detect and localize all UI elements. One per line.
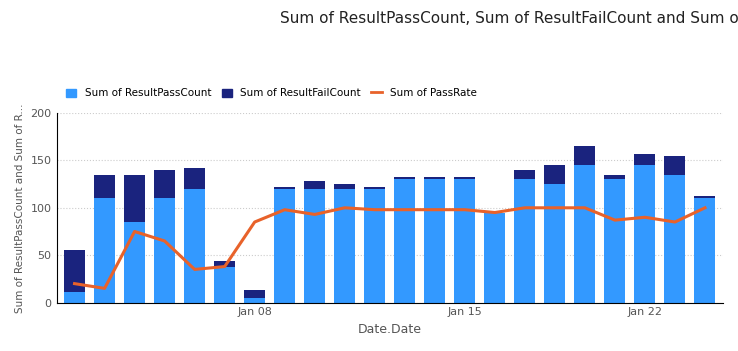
Bar [455, 178, 475, 179]
Bar [304, 181, 325, 189]
Bar [635, 165, 655, 303]
Bar [514, 170, 535, 179]
Bar [94, 174, 115, 198]
Bar [64, 292, 85, 303]
Bar [304, 189, 325, 303]
Bar [94, 198, 115, 303]
Bar [574, 146, 596, 165]
Bar [124, 222, 145, 303]
Bar [664, 174, 686, 303]
Legend: Sum of ResultPassCount, Sum of ResultFailCount, Sum of PassRate: Sum of ResultPassCount, Sum of ResultFai… [62, 84, 481, 102]
Bar [334, 184, 355, 189]
Bar [694, 197, 716, 198]
Bar [574, 165, 596, 303]
Bar [394, 178, 415, 179]
Bar [394, 179, 415, 303]
X-axis label: Date.Date: Date.Date [358, 323, 422, 336]
Text: Sum of ResultPassCount, Sum of ResultFailCount and Sum of PassRate by Date.Date: Sum of ResultPassCount, Sum of ResultFai… [280, 11, 738, 26]
Bar [664, 155, 686, 174]
Bar [545, 184, 565, 303]
Bar [244, 290, 265, 298]
Bar [484, 213, 506, 303]
Bar [604, 174, 625, 179]
Bar [455, 179, 475, 303]
Bar [275, 189, 295, 303]
Bar [154, 198, 175, 303]
Bar [514, 179, 535, 303]
Bar [334, 189, 355, 303]
Bar [365, 187, 385, 189]
Bar [424, 178, 445, 179]
Bar [635, 154, 655, 165]
Bar [545, 165, 565, 184]
Bar [244, 298, 265, 303]
Bar [694, 198, 716, 303]
Bar [184, 168, 205, 189]
Y-axis label: Sum of ResultPassCount and Sum of R...: Sum of ResultPassCount and Sum of R... [15, 103, 25, 312]
Bar [184, 189, 205, 303]
Bar [214, 266, 235, 303]
Bar [365, 189, 385, 303]
Bar [424, 179, 445, 303]
Bar [64, 250, 85, 292]
Bar [124, 174, 145, 222]
Bar [154, 170, 175, 198]
Bar [214, 261, 235, 266]
Bar [275, 187, 295, 189]
Bar [604, 179, 625, 303]
